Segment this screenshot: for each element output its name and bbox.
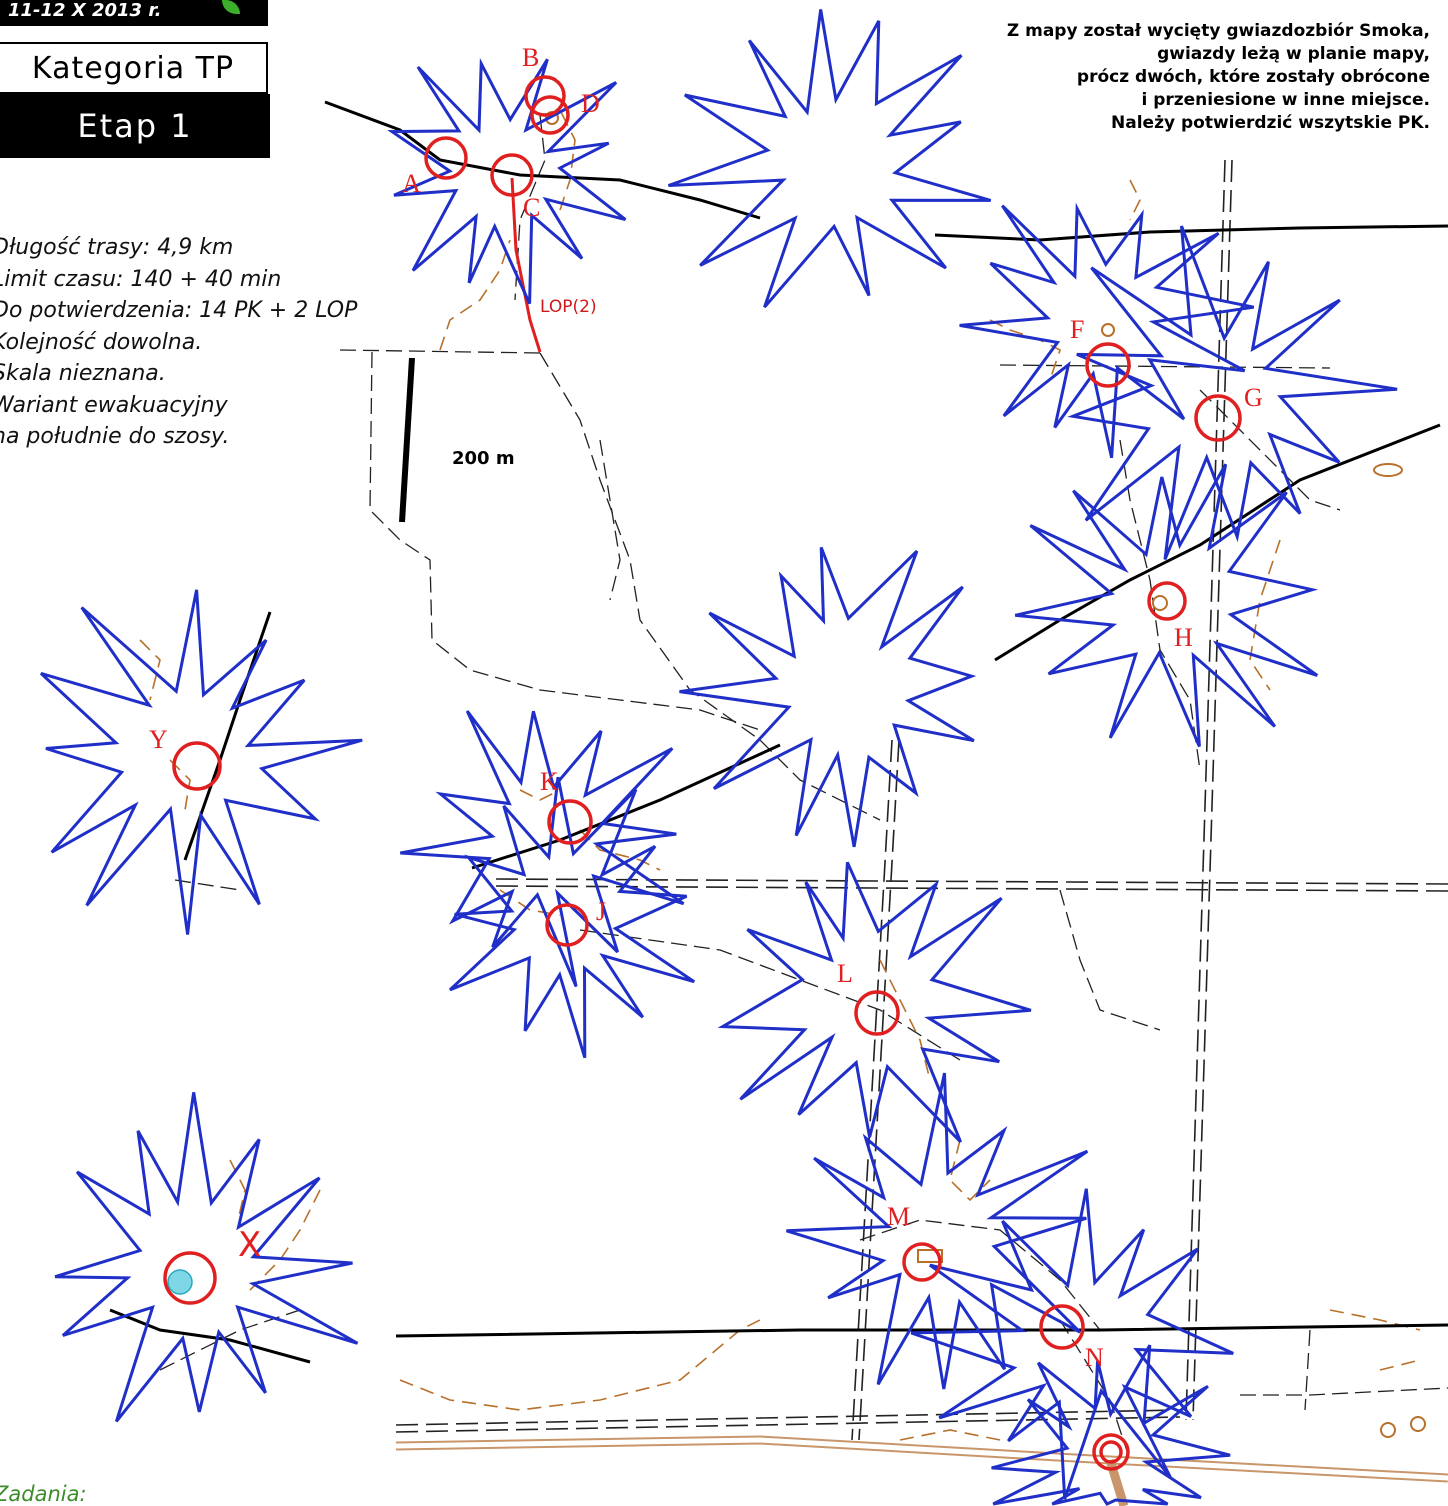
- control-points: [163, 75, 1242, 1471]
- event-date: 11-12 X 2013 r.: [0, 0, 268, 26]
- star-outline-11: [910, 1188, 1234, 1500]
- lop-label: LOP(2): [540, 297, 597, 317]
- control-point-c: [490, 153, 534, 197]
- double-tracks: [395, 159, 1448, 1441]
- label-a: A: [402, 169, 421, 198]
- notice-line-5: Należy potwierdzić wszytskie PK.: [1111, 113, 1430, 133]
- control-point-a: [424, 136, 468, 180]
- label-g: G: [1244, 383, 1263, 412]
- star-outline-2: [667, 9, 992, 309]
- roads: [109, 100, 1448, 1364]
- main-road: [395, 1435, 1448, 1506]
- star-outline-9: [717, 861, 1032, 1143]
- control-point-f: [1085, 342, 1131, 388]
- label-b: B: [522, 43, 539, 72]
- category-box: Kategoria TP: [0, 42, 268, 94]
- scale-label: 200 m: [452, 448, 515, 469]
- star-outline-13: [39, 589, 363, 935]
- water-feature: [167, 1269, 193, 1295]
- tasks-heading: Zadania:: [0, 1482, 87, 1506]
- star-outline-5: [1014, 463, 1319, 748]
- label-h: H: [1174, 623, 1193, 652]
- star-outline-4: [1067, 225, 1398, 560]
- info-evacuation-2: na południe do szosy.: [0, 424, 230, 449]
- leaf-logo-icon: [222, 0, 240, 14]
- info-to-confirm: Do potwierdzenia: 14 PK + 2 LOP: [0, 298, 358, 323]
- label-c: C: [523, 193, 540, 222]
- control-point-j: [545, 903, 589, 947]
- notice-line-4: i przeniesione w inne miejsce.: [1141, 90, 1430, 110]
- route-info: Długość trasy: 4,9 km Limit czasu: 140 +…: [0, 232, 357, 453]
- control-point-m: [902, 1242, 942, 1282]
- label-n: N: [1085, 1343, 1104, 1372]
- scale-bar: [399, 357, 415, 523]
- dragon-constellation-stars: [39, 9, 1398, 1506]
- star-outline-3: [959, 202, 1255, 459]
- label-d: D: [581, 89, 600, 118]
- label-j: J: [596, 897, 606, 926]
- control-point-y: [172, 741, 222, 791]
- label-k: K: [540, 767, 559, 796]
- star-outline-10: [786, 1072, 1089, 1390]
- control-point-n: [1039, 1304, 1085, 1350]
- info-length: Długość trasy: 4,9 km: [0, 235, 234, 260]
- stage-box: Etap 1: [0, 94, 270, 158]
- star-outline-14: [54, 1092, 359, 1423]
- control-point-b: [524, 75, 566, 117]
- info-order: Kolejność dowolna.: [0, 329, 203, 355]
- finish-marker-outer: [1092, 1433, 1130, 1471]
- control-point-l: [854, 990, 900, 1036]
- info-scale: Skala nieznana.: [0, 361, 166, 386]
- star-outline-6: [679, 546, 977, 848]
- info-evacuation-1: Wariant ewakuacyjny: [0, 392, 228, 418]
- star-outline-12: [991, 1344, 1231, 1506]
- map-symbols: [545, 111, 1426, 1438]
- task-notice: Z mapy został wycięty gwiazdozbiór Smoka…: [1007, 20, 1430, 135]
- control-point-g: [1194, 394, 1242, 442]
- control-point-h: [1147, 581, 1187, 621]
- label-f: F: [1070, 315, 1084, 344]
- info-time-limit: Limit czasu: 140 + 40 min: [0, 266, 282, 292]
- control-labels: A B C D F G H K J L M N Y X LOP(2): [149, 43, 1263, 1372]
- control-point-d: [530, 95, 570, 135]
- label-m: M: [887, 1202, 910, 1231]
- control-point-x: [163, 1251, 217, 1305]
- finish-marker-inner: [1099, 1440, 1123, 1464]
- notice-line-1: Z mapy został wycięty gwiazdozbiór Smoka…: [1006, 21, 1430, 41]
- control-point-k: [547, 799, 593, 845]
- star-outline-7: [400, 710, 685, 988]
- label-l: L: [837, 959, 853, 988]
- star-outline-8: [448, 776, 696, 1059]
- label-y: Y: [149, 725, 168, 754]
- lop-track: [510, 177, 542, 353]
- notice-line-2: gwiazdy leżą w planie mapy,: [1157, 44, 1430, 64]
- label-x: X: [238, 1225, 261, 1265]
- star-outline-1: [387, 57, 627, 305]
- notice-line-3: prócz dwóch, które zostały obrócone: [1076, 67, 1430, 87]
- event-date-text: 11-12 X 2013 r.: [8, 0, 162, 21]
